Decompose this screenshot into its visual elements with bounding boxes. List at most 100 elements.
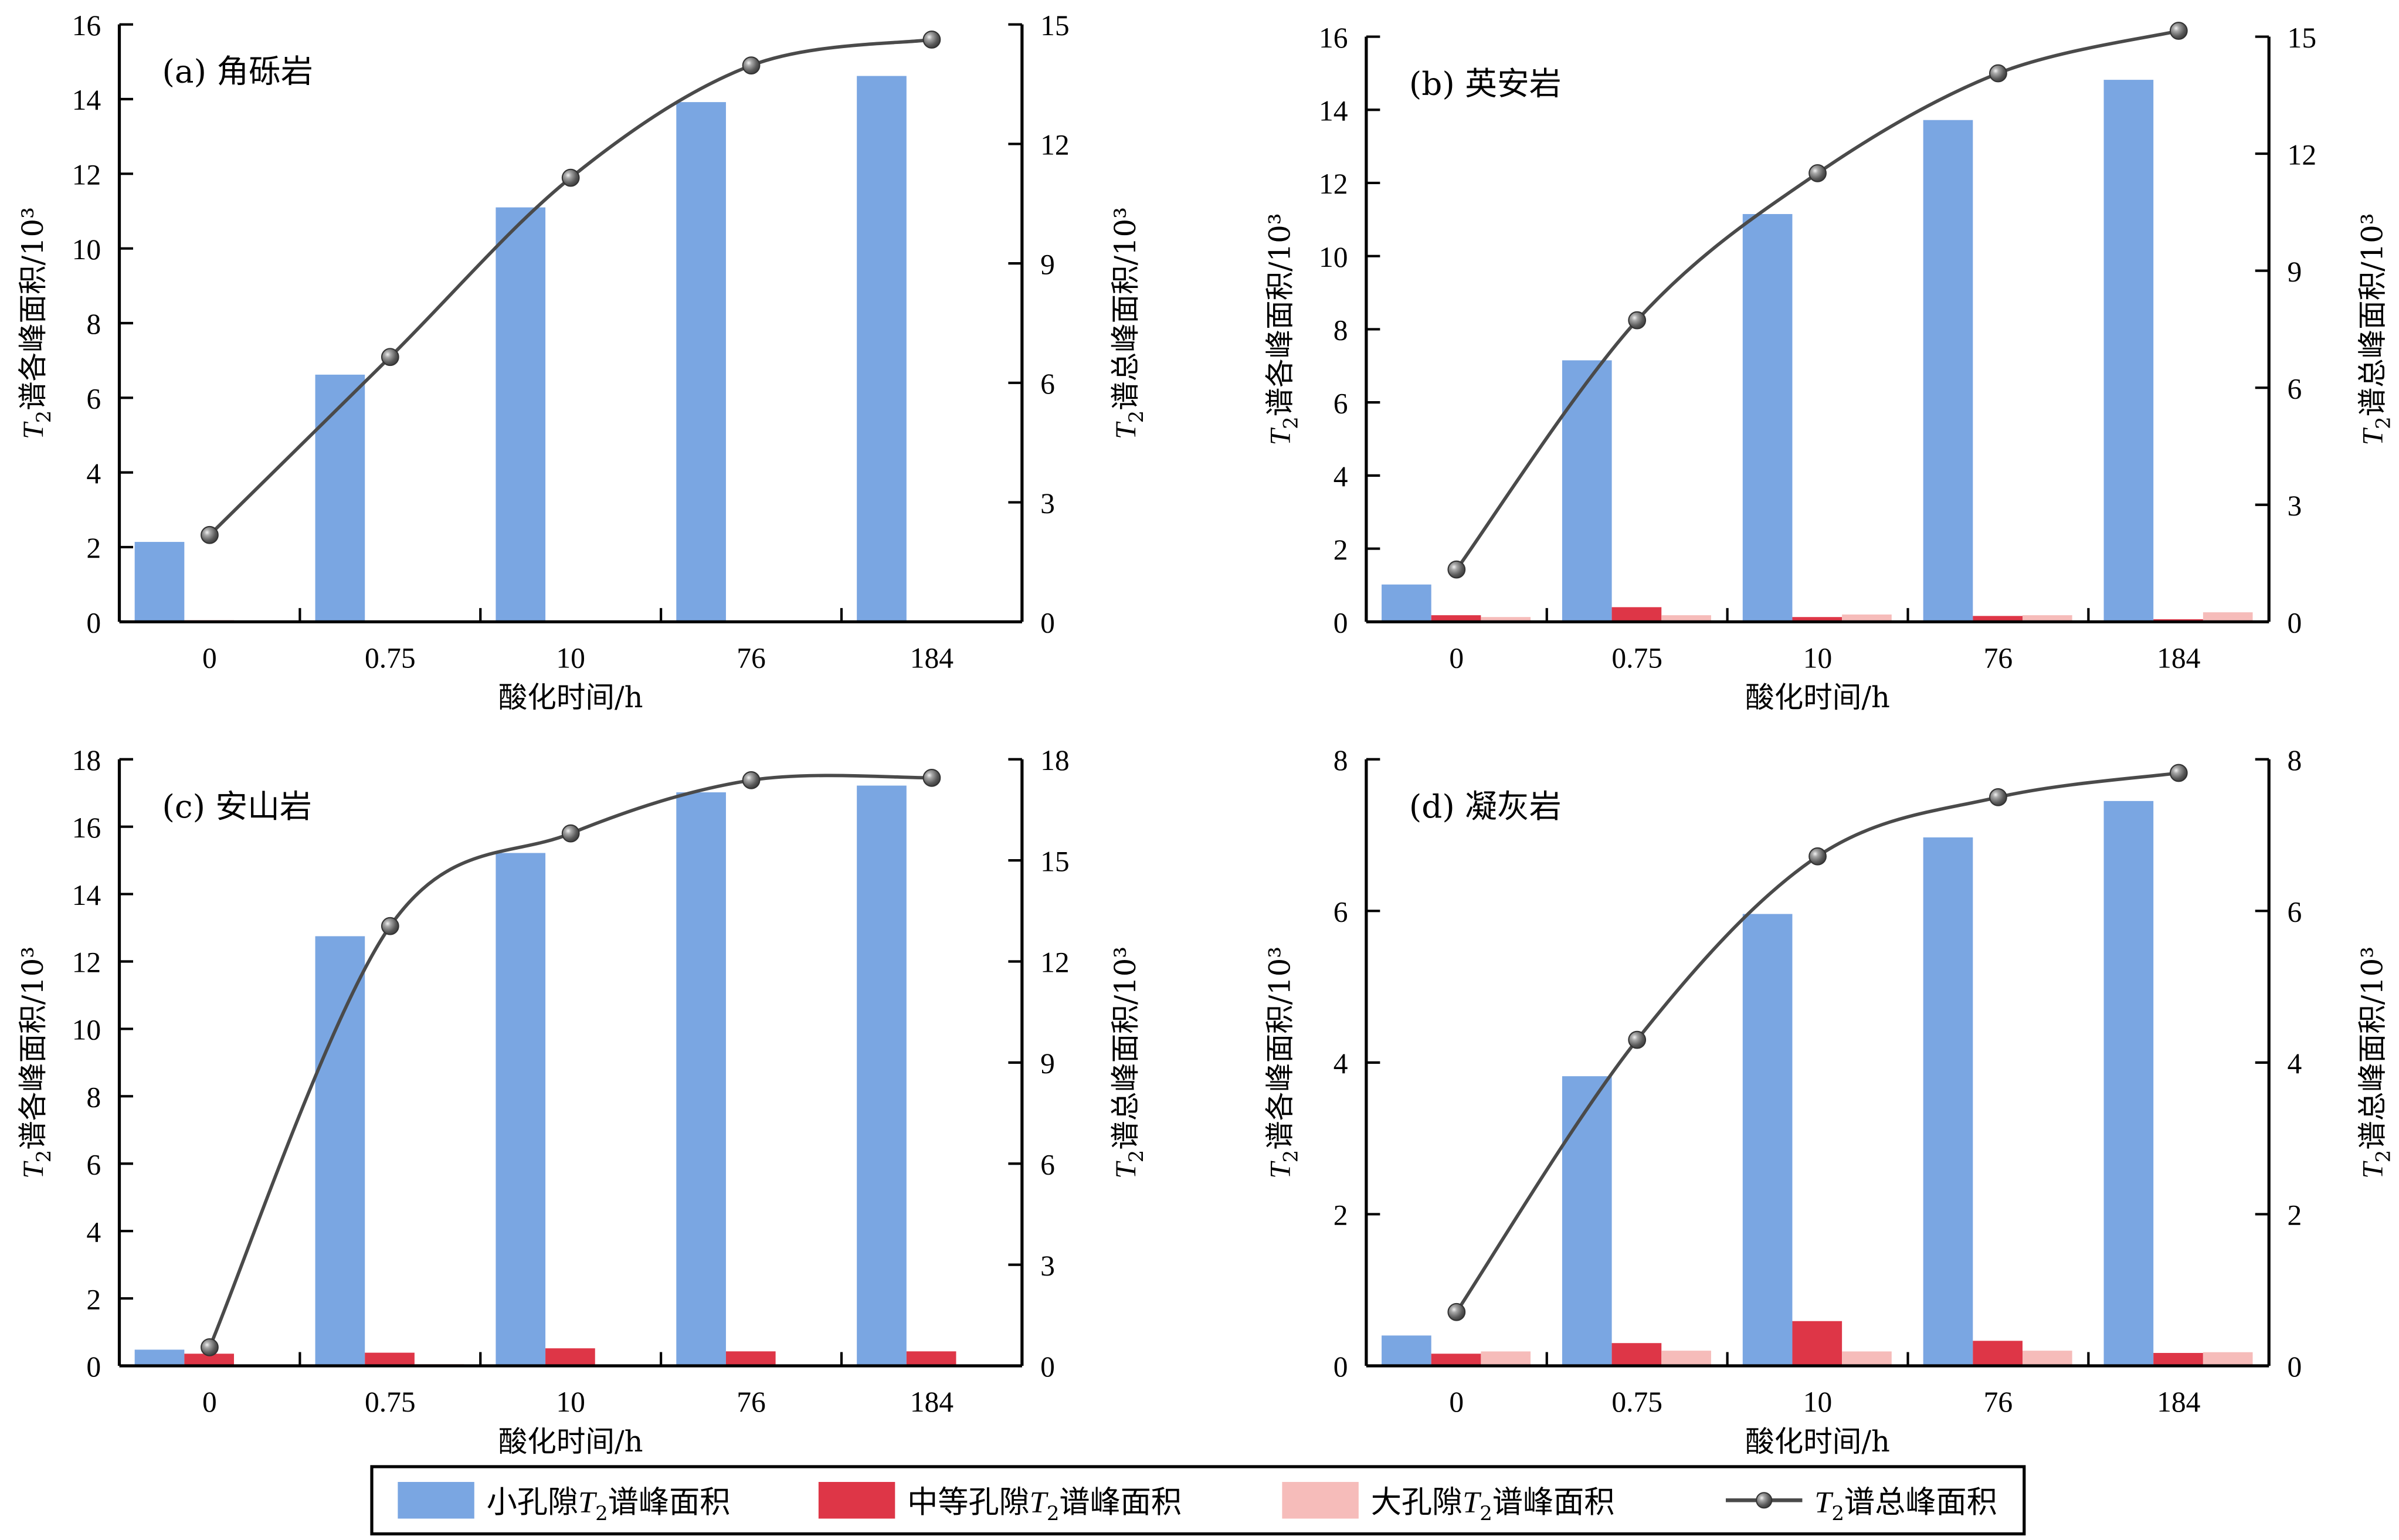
bar-medium-10 [1792, 617, 1842, 622]
chart-panel-c: 0 2 4 6 8 10 12 14 16 18 0 3 6 9 12 15 18 0 0.75 10 76 184 酸化时… [16, 744, 1148, 1458]
bar-medium-0 [1431, 1354, 1481, 1366]
right-tick-label: 3 [2288, 490, 2302, 522]
legend-item-large: 大孔隙T2谱峰面积 [1282, 1482, 1614, 1525]
right-y-axis-title: T2谱总峰面积/10³ [1108, 947, 1148, 1179]
total-point-184 [922, 30, 941, 49]
right-tick-label: 9 [2288, 256, 2302, 288]
left-tick-label: 8 [86, 1081, 101, 1114]
panel-label: (c) 安山岩 [162, 788, 312, 825]
x-tick-label: 0.75 [365, 1386, 416, 1418]
x-tick-label: 0.75 [365, 642, 416, 674]
total-point-0 [201, 1338, 219, 1356]
right-tick-label: 15 [1040, 9, 1070, 42]
left-tick-label: 6 [86, 1149, 101, 1181]
left-tick-label: 8 [86, 308, 101, 340]
bar-large-0.75 [1661, 615, 1711, 622]
total-area-line [208, 774, 932, 1348]
legend-items: 小孔隙T2谱峰面积 中等孔隙T2谱峰面积 大孔隙T2谱峰面积 T2谱总峰面积 [398, 1482, 1997, 1525]
bar-small-184 [2103, 80, 2154, 622]
y-title-rest: 谱各峰面积/10³ [16, 947, 50, 1150]
total-point-184 [2169, 764, 2188, 782]
x-axis-title: 酸化时间/h [498, 1424, 643, 1458]
total-point-0.75 [381, 917, 399, 935]
legend-item-total: T2谱总峰面积 [1726, 1485, 1997, 1525]
right-tick-label: 6 [1040, 368, 1055, 400]
panel-label: (a) 角砾岩 [162, 53, 313, 90]
right-tick-label: 0 [2288, 1351, 2302, 1383]
legend-swatch-medium [818, 1482, 895, 1519]
bar-large-10 [1842, 614, 1892, 622]
legend-label-sub: 2 [595, 1502, 608, 1525]
legend-label-t: T [1814, 1486, 1834, 1519]
left-tick-label: 10 [72, 233, 101, 266]
total-point-0 [1447, 560, 1466, 579]
y2-title-rest: 谱总峰面积/10³ [1108, 947, 1142, 1150]
bar-small-10 [1742, 914, 1793, 1366]
total-point-76 [742, 56, 761, 74]
y2-title-sub: 2 [2371, 1150, 2394, 1163]
bar-small-184 [857, 785, 907, 1366]
bar-medium-184 [2153, 1353, 2203, 1366]
bar-small-0.75 [1562, 360, 1612, 622]
right-tick-label: 8 [2288, 744, 2302, 776]
legend-item-small: 小孔隙T2谱峰面积 [398, 1482, 730, 1525]
right-tick-label: 18 [1040, 744, 1070, 776]
right-tick-label: 6 [1040, 1149, 1055, 1181]
y-title-rest: 谱各峰面积/10³ [1263, 947, 1297, 1150]
legend-label-sub: 2 [1480, 1502, 1492, 1525]
right-tick-label: 12 [2288, 138, 2317, 171]
chart-panel-a: 0 2 4 6 8 10 12 14 16 0 3 6 9 12 15 0 0.75 10 76 184 酸化时间/h T… [16, 9, 1148, 714]
right-tick-label: 3 [1040, 487, 1055, 520]
left-tick-label: 12 [1319, 168, 1348, 200]
x-tick-label: 184 [910, 642, 954, 674]
y2-title-t: T [1109, 1161, 1142, 1179]
bar-large-10 [1842, 1351, 1892, 1366]
left-tick-label: 10 [1319, 241, 1348, 273]
legend-label-t: T [578, 1486, 598, 1519]
y-title-t: T [17, 1161, 49, 1179]
left-tick-label: 14 [1319, 95, 1348, 127]
bar-medium-0.75 [1611, 1343, 1662, 1366]
left-tick-label: 16 [1319, 22, 1348, 54]
bar-large-184 [2203, 612, 2253, 622]
x-tick-label: 10 [1803, 1386, 1833, 1418]
right-tick-label: 0 [1040, 1351, 1055, 1383]
left-tick-label: 6 [1333, 896, 1348, 928]
right-tick-label: 12 [1040, 129, 1070, 161]
bar-medium-184 [906, 1351, 956, 1366]
y-title-rest: 谱各峰面积/10³ [1263, 213, 1297, 416]
total-point-76 [742, 771, 761, 789]
legend-label-sub: 2 [1831, 1502, 1844, 1525]
x-tick-label: 0 [1449, 1386, 1464, 1418]
right-tick-label: 15 [2288, 22, 2317, 54]
y-title-rest: 谱各峰面积/10³ [16, 207, 50, 411]
right-tick-label: 9 [1040, 248, 1055, 280]
left-tick-label: 12 [72, 947, 101, 979]
y2-title-rest: 谱总峰面积/10³ [2355, 213, 2389, 416]
left-tick-label: 14 [72, 879, 101, 911]
x-tick-label: 184 [2157, 1386, 2200, 1418]
left-y-axis-title: T2谱各峰面积/10³ [1263, 947, 1302, 1179]
left-tick-label: 0 [1333, 607, 1348, 639]
legend-label-post: 谱总峰面积 [1844, 1485, 1997, 1520]
right-y-axis-title: T2谱总峰面积/10³ [2355, 213, 2394, 445]
total-point-10 [1808, 847, 1827, 866]
y-title-t: T [1264, 1161, 1296, 1179]
x-tick-label: 76 [1984, 642, 2013, 674]
right-tick-label: 6 [2288, 896, 2302, 928]
legend-label-post: 谱峰面积 [1492, 1485, 1615, 1520]
left-tick-label: 2 [1333, 534, 1348, 566]
bar-medium-76 [725, 1351, 776, 1366]
total-area-line [1455, 29, 2179, 571]
x-tick-label: 10 [1803, 642, 1833, 674]
left-tick-label: 0 [86, 607, 101, 639]
right-tick-label: 12 [1040, 947, 1070, 979]
y-title-sub: 2 [1279, 416, 1302, 429]
bar-medium-76 [1973, 616, 2023, 622]
legend-label-small: 小孔隙T2谱峰面积 [487, 1485, 731, 1525]
y-title-sub: 2 [32, 411, 55, 423]
total-point-0 [1447, 1302, 1466, 1321]
left-tick-label: 18 [72, 744, 101, 776]
